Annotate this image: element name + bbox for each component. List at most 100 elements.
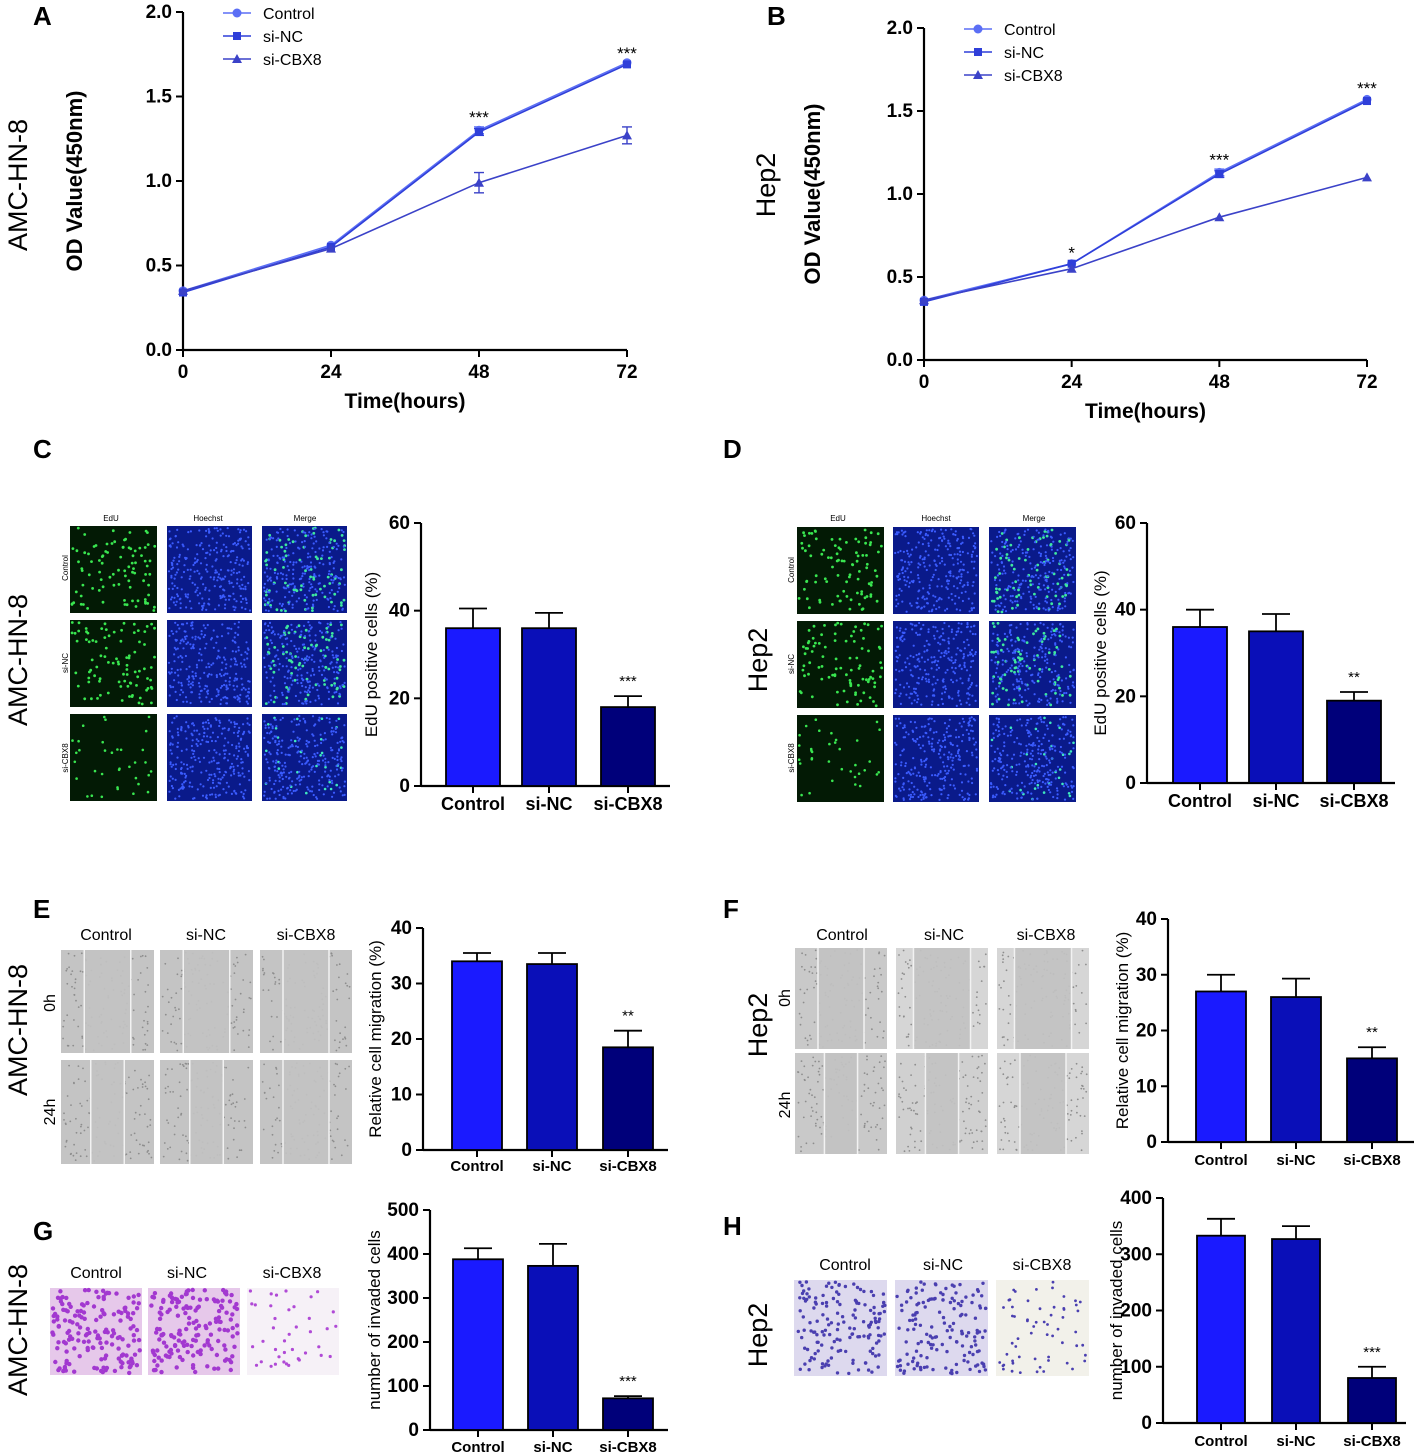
cell-dot xyxy=(290,720,293,723)
cell-dot xyxy=(960,579,963,582)
cell-dot xyxy=(952,585,956,588)
cell-dot xyxy=(265,1097,268,1100)
cell-dot xyxy=(937,666,941,670)
cell-dot xyxy=(1040,720,1043,724)
cell-dot xyxy=(294,694,297,698)
cell-dot xyxy=(262,967,264,970)
cell-dot xyxy=(262,989,265,991)
cell-dot xyxy=(64,1145,67,1148)
cell-dot xyxy=(858,784,862,788)
cell-dot xyxy=(269,1087,271,1090)
cell-dot xyxy=(808,606,811,610)
cell-dot xyxy=(943,787,946,790)
cell-dot xyxy=(1032,741,1035,745)
cell-dot xyxy=(164,1092,167,1094)
cell-dot xyxy=(300,677,304,680)
cell-dot xyxy=(923,565,926,568)
cell-dot xyxy=(801,965,803,968)
cell-dot xyxy=(950,656,953,659)
cell-dot xyxy=(938,798,941,802)
cell-dot xyxy=(287,569,290,572)
cell-dot xyxy=(180,688,183,692)
cell-dot xyxy=(297,624,301,628)
cell-dot xyxy=(899,683,902,686)
cell-dot xyxy=(1043,576,1046,579)
cell-dot xyxy=(969,527,972,531)
cell-dot xyxy=(224,647,227,650)
cell-dot xyxy=(300,674,303,677)
cell-dot xyxy=(954,661,957,664)
cell-dot xyxy=(292,789,295,793)
cell-dot xyxy=(127,579,131,583)
cell-dot xyxy=(233,696,236,699)
cell-dot xyxy=(998,984,1001,986)
cell-dot xyxy=(943,651,946,654)
cell-dot xyxy=(169,742,172,745)
cell-dot xyxy=(1032,603,1035,607)
cell-dot xyxy=(324,738,327,741)
cell-dot xyxy=(967,764,970,767)
cell-dot xyxy=(961,550,965,554)
cell-dot xyxy=(180,771,183,774)
cell-dot xyxy=(1020,700,1024,704)
cell-dot xyxy=(338,668,342,672)
cell-dot xyxy=(127,546,131,550)
cell-dot xyxy=(244,953,247,956)
cell-dot xyxy=(199,783,202,786)
cell-dot xyxy=(330,661,333,664)
cell-dot xyxy=(902,631,905,635)
cell-dot xyxy=(935,668,938,671)
cell-dot xyxy=(810,749,813,752)
cell-dot xyxy=(194,557,197,560)
cell-dot xyxy=(937,660,940,663)
cell-dot xyxy=(204,588,207,591)
cell-dot xyxy=(138,640,141,644)
cell-dot xyxy=(874,704,878,708)
cell-dot xyxy=(288,686,291,689)
cell-dot xyxy=(66,1044,69,1047)
cell-dot xyxy=(294,655,297,658)
cell-dot xyxy=(124,574,127,578)
cell-dot xyxy=(333,605,336,608)
cell-dot xyxy=(231,650,234,653)
cell-dot xyxy=(72,1154,75,1157)
row-label-a: AMC-HN-8 xyxy=(3,119,33,251)
cell-dot xyxy=(814,641,817,645)
cell-dot xyxy=(996,597,999,600)
cell-dot xyxy=(943,691,947,694)
cell-dot xyxy=(916,633,919,637)
texture xyxy=(797,528,883,611)
cell-dot xyxy=(974,699,977,703)
cell-dot xyxy=(236,956,238,959)
cell-dot xyxy=(899,754,902,757)
cell-dot xyxy=(924,532,928,535)
cell-dot xyxy=(1030,744,1033,747)
cell-dot xyxy=(194,590,197,594)
cell-dot xyxy=(84,627,88,630)
cell-dot xyxy=(947,758,950,761)
cell-dot xyxy=(133,670,137,674)
cell-dot xyxy=(315,590,318,593)
cell-dot xyxy=(192,677,195,680)
cell-dot xyxy=(285,574,288,577)
cell-dot xyxy=(274,664,277,667)
cell-dot xyxy=(337,576,340,580)
cell-dot xyxy=(296,745,299,749)
cell-dot xyxy=(180,975,183,978)
cell-dot xyxy=(1072,741,1075,745)
cell-dot xyxy=(1005,553,1009,556)
cell-dot xyxy=(237,749,240,753)
cell-dot xyxy=(305,729,308,732)
cell-dot xyxy=(945,731,948,734)
cell-dot xyxy=(73,760,77,764)
cell-dot xyxy=(1069,573,1072,576)
cell-dot xyxy=(340,627,343,630)
cell-dot xyxy=(944,529,947,532)
cell-dot xyxy=(298,719,302,722)
cell-dot xyxy=(1064,605,1067,608)
cell-dot xyxy=(139,1104,142,1107)
cell-dot xyxy=(186,641,190,644)
cell-dot xyxy=(278,1084,280,1087)
cell-dot xyxy=(927,542,930,545)
cell-dot xyxy=(272,972,274,974)
